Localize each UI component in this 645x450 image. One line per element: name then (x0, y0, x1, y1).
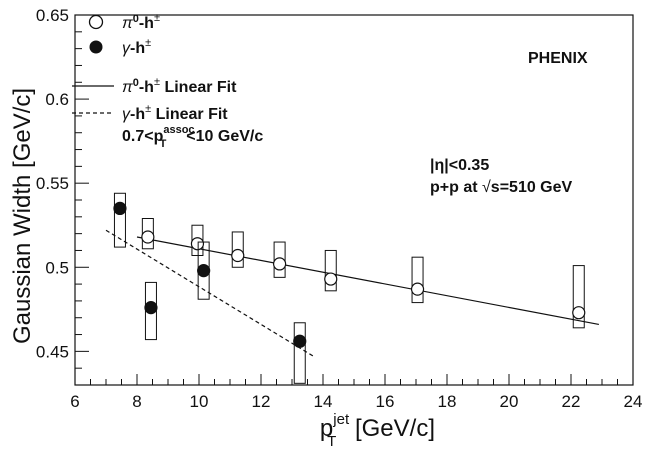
experiment-label: PHENIX (528, 50, 588, 67)
y-axis-title: Gaussian Width [GeV/c] (9, 88, 36, 344)
gamma-h-point (113, 201, 127, 216)
y-tick-label: 0.6 (45, 90, 69, 109)
pi0-h-syst-box (324, 249, 337, 292)
y-tick-label: 0.45 (36, 342, 69, 361)
x-tick-label: 12 (252, 392, 271, 411)
pi0-h-point (410, 282, 425, 296)
legend-label-pi0-fit: π0-h± Linear Fit (122, 76, 237, 96)
gamma-h-fit-line (105, 229, 315, 357)
plot-area: 6 8 10 12 14 16 18 20 22 24 0.45 0.5 0.55 0.6 0.65 (36, 6, 643, 411)
pi0-h-point (190, 237, 205, 251)
legend-label-pi0-h: π0-h± (122, 12, 160, 32)
pi0-h-point (141, 230, 155, 244)
x-tick-label: 14 (314, 392, 333, 411)
gamma-h-syst-box (293, 322, 306, 384)
x-tick-label: 22 (562, 392, 581, 411)
pi0-h-syst-box (572, 265, 585, 329)
gamma-h-syst-box (113, 192, 126, 248)
plot-frame (74, 14, 634, 386)
y-tick-label: 0.55 (36, 174, 69, 193)
pi0-h-fit-line (136, 236, 600, 326)
x-tick-label: 8 (132, 392, 141, 411)
eta-cut-label: |η|<0.35 (430, 157, 489, 174)
x-axis-title: pjet T [GeV/c] (320, 411, 435, 450)
legend-marker-gamma-h (89, 40, 103, 54)
pi0-h-point (324, 272, 338, 286)
x-tick-label: 10 (190, 392, 209, 411)
legend-label-gamma-fit: γ-h± Linear Fit (122, 103, 228, 123)
x-tick-label: 20 (500, 392, 519, 411)
pi0-h-point (231, 248, 245, 263)
y-tick-label: 0.65 (36, 6, 69, 25)
x-tick-label: 18 (438, 392, 457, 411)
legend: π0-h± γ-h± π0-h± Linear Fit γ-h± Linear … (72, 12, 263, 150)
x-tick-label: 24 (624, 392, 643, 411)
pi0-h-syst-box (273, 241, 286, 278)
gamma-h-point (197, 264, 211, 278)
gamma-h-point (144, 301, 158, 315)
pi0-h-point (572, 306, 586, 320)
pi0-h-syst-box (411, 256, 424, 304)
pi0-h-syst-box (231, 231, 244, 268)
x-tick-label: 16 (376, 392, 395, 411)
pi0-h-point (273, 257, 287, 271)
x-tick-label: 6 (70, 392, 79, 411)
y-tick-label: 0.5 (45, 258, 69, 277)
gamma-h-point (293, 334, 307, 348)
legend-label-gamma-h: γ-h± (122, 37, 151, 57)
legend-cut-label: 0.7<passoc T <10 GeV/c (122, 124, 263, 150)
legend-marker-pi0-h (88, 14, 104, 30)
system-label: p+p at √s=510 GeV (430, 179, 573, 196)
